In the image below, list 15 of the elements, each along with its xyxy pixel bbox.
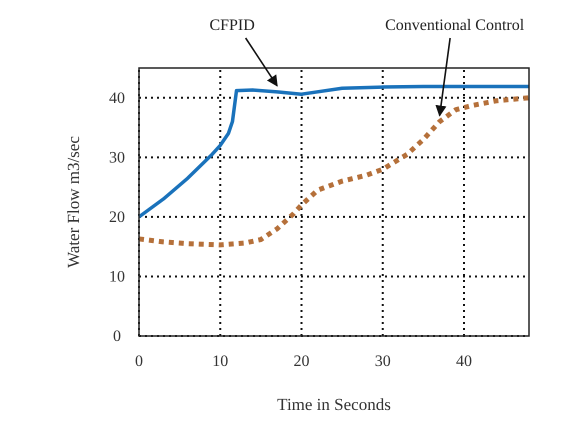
text: Conventional Control <box>385 17 525 34</box>
x-tick-label: 10 <box>212 353 228 370</box>
text: CFPID <box>209 17 255 34</box>
y-tick-label: 30 <box>109 149 125 166</box>
y-tick-label: 40 <box>109 90 125 107</box>
x-tick-label: 40 <box>456 353 472 370</box>
y-tick-label: 10 <box>109 268 125 286</box>
x-tick-label: 20 <box>294 353 310 370</box>
x-tick-label: 30 <box>374 353 391 370</box>
x-axis-title: Time in Seconds <box>277 395 391 414</box>
x-tick-label: 0 <box>135 353 143 370</box>
y-tick-label: 0 <box>113 328 121 345</box>
line-series <box>137 84 531 219</box>
y-axis-title: Water Flow m3/sec <box>64 136 83 268</box>
y-tick-label: 20 <box>109 208 125 226</box>
